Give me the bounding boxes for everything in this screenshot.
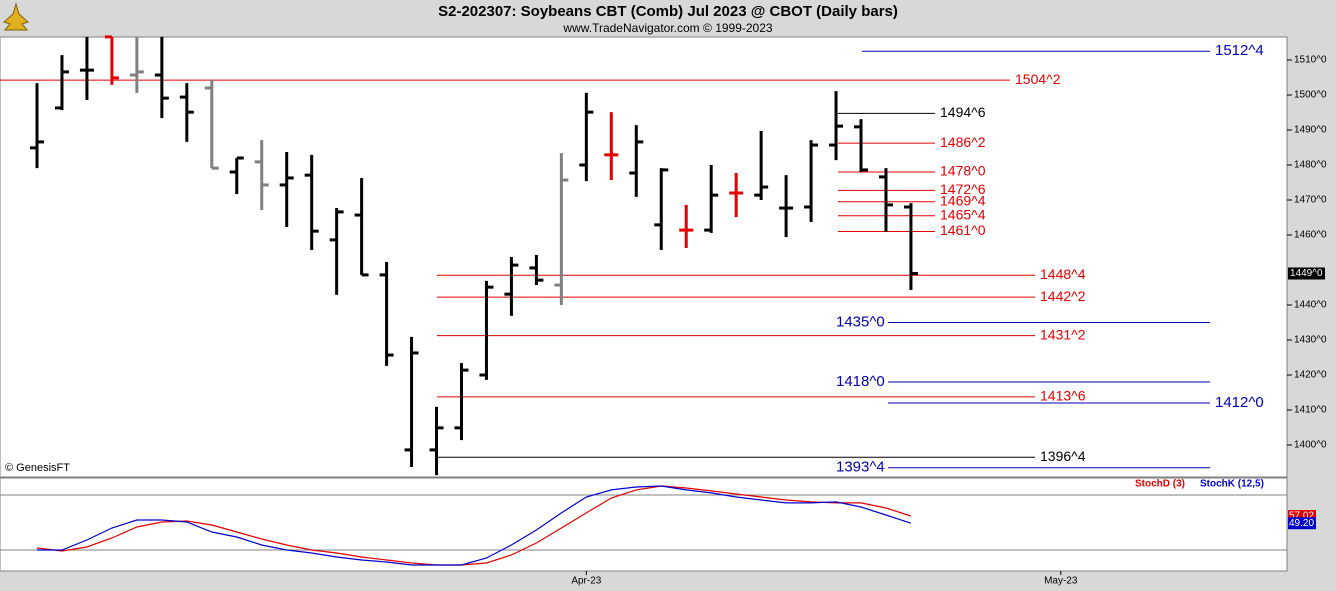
y-tick-label: 1430^0 (1294, 335, 1327, 346)
legend-entry: StochD (3) (1135, 479, 1185, 490)
level-label: 1396^4 (1040, 448, 1086, 464)
level-label: 1461^0 (940, 222, 986, 238)
x-tick-label: Apr-23 (571, 576, 601, 587)
level-label: 1435^0 (836, 313, 885, 330)
y-tick-label: 1420^0 (1294, 370, 1327, 381)
y-tick-label: 1440^0 (1294, 300, 1327, 311)
level-label: 1431^2 (1040, 326, 1086, 342)
last-price-label: 1449^0 (1290, 268, 1323, 279)
last-price-box (1288, 267, 1325, 280)
level-label: 1393^4 (836, 459, 885, 476)
level-label: 1465^4 (940, 206, 986, 222)
credit: © GenesisFT (5, 462, 70, 474)
y-tick-label: 1470^0 (1294, 195, 1327, 206)
level-label: 1413^6 (1040, 388, 1086, 404)
chart-title: S2-202307: Soybeans CBT (Comb) Jul 2023 … (438, 3, 898, 20)
level-label: 1472^6 (940, 181, 986, 197)
y-tick-label: 1400^0 (1294, 440, 1327, 451)
price-panel (0, 36, 1288, 478)
y-tick-label: 1410^0 (1294, 405, 1327, 416)
y-tick-label: 1480^0 (1294, 160, 1327, 171)
level-label: 1442^2 (1040, 288, 1086, 304)
level-label: 1469^4 (940, 192, 986, 208)
y-tick-label: 1500^0 (1294, 90, 1327, 101)
indicator-line (37, 485, 912, 566)
legend-entry: StochK (12,5) (1200, 479, 1264, 490)
level-label: 1512^4 (1215, 42, 1264, 59)
value-label: 49.20 (1289, 518, 1314, 529)
level-label: 1504^2 (1015, 71, 1061, 87)
level-label: 1412^0 (1215, 394, 1264, 411)
value-box (1288, 517, 1316, 530)
y-tick-label: 1510^0 (1294, 55, 1327, 66)
logo (3, 2, 29, 31)
level-label: 1418^0 (836, 373, 885, 390)
level-label: 1478^0 (940, 163, 986, 179)
y-tick-label: 1490^0 (1294, 125, 1327, 136)
level-label: 1494^6 (940, 104, 986, 120)
indicator-panel (0, 477, 1288, 572)
value-label: 57.02 (1289, 511, 1314, 522)
y-tick-label: 1460^0 (1294, 230, 1327, 241)
level-label: 1486^2 (940, 134, 986, 150)
x-tick-label: May-23 (1044, 576, 1078, 587)
chart-subtitle: www.TradeNavigator.com © 1999-2023 (562, 21, 772, 35)
level-label: 1448^4 (1040, 266, 1086, 282)
